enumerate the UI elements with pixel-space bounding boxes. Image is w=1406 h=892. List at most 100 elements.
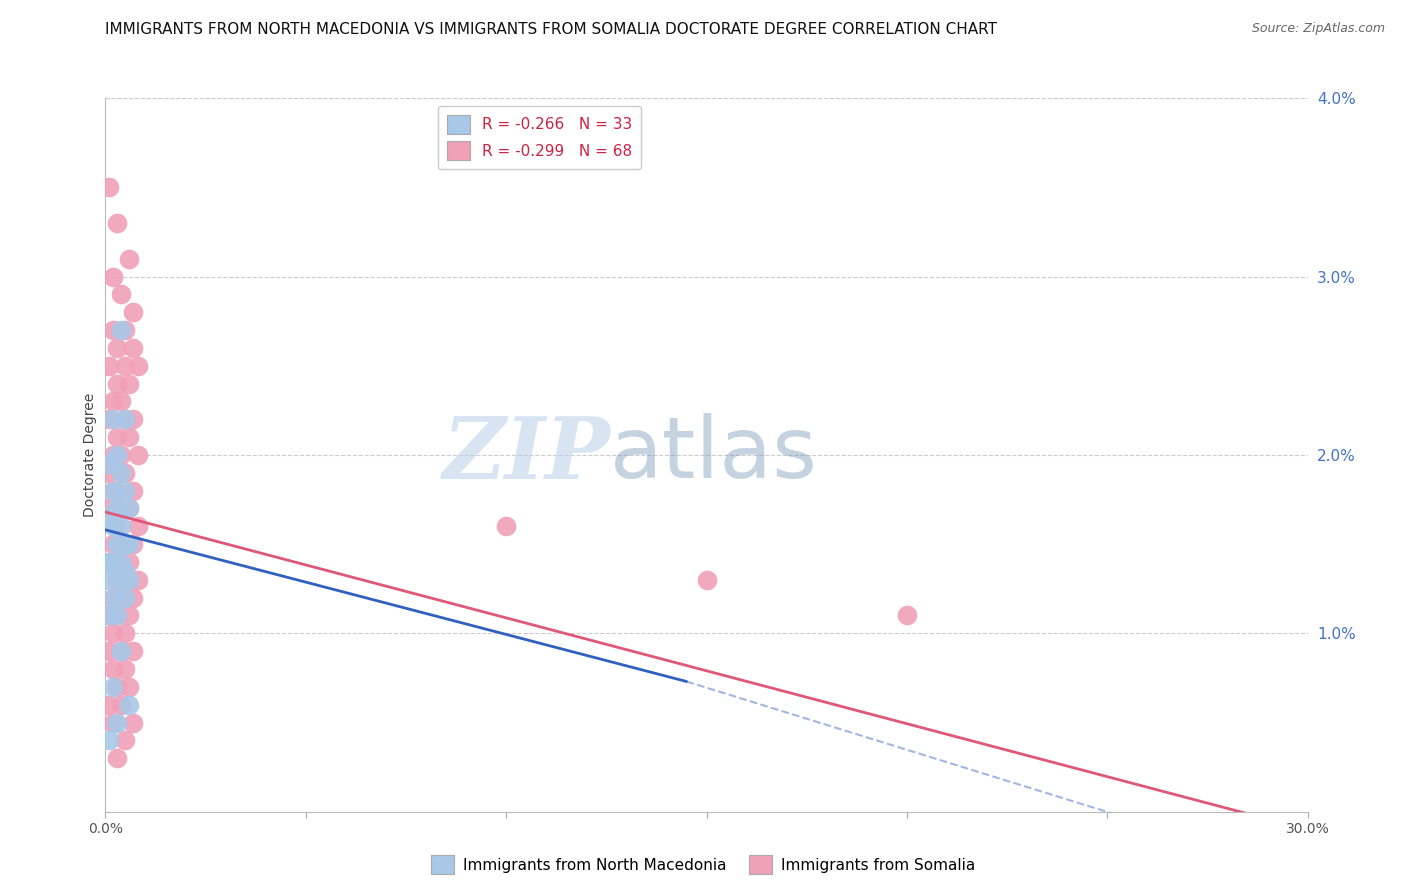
Point — [98, 555, 121, 569]
Point — [103, 591, 125, 605]
Point — [107, 564, 129, 578]
Point — [122, 537, 145, 551]
Point — [118, 555, 141, 569]
Point — [114, 564, 136, 578]
Point — [107, 216, 129, 230]
Point — [114, 412, 136, 426]
Point — [103, 448, 125, 462]
Point — [98, 501, 121, 516]
Point — [110, 591, 132, 605]
Point — [98, 608, 121, 623]
Point — [110, 287, 132, 301]
Point — [98, 359, 121, 373]
Point — [103, 412, 125, 426]
Point — [122, 715, 145, 730]
Point — [98, 573, 121, 587]
Point — [114, 323, 136, 337]
Point — [107, 483, 129, 498]
Point — [127, 448, 149, 462]
Point — [103, 323, 125, 337]
Point — [110, 394, 132, 409]
Point — [110, 448, 132, 462]
Point — [110, 519, 132, 533]
Point — [107, 430, 129, 444]
Point — [114, 662, 136, 676]
Point — [98, 412, 121, 426]
Point — [107, 751, 129, 765]
Point — [107, 341, 129, 355]
Point — [118, 698, 141, 712]
Point — [110, 644, 132, 658]
Point — [107, 680, 129, 694]
Point — [110, 698, 132, 712]
Text: atlas: atlas — [610, 413, 818, 497]
Point — [98, 457, 121, 471]
Legend: Immigrants from North Macedonia, Immigrants from Somalia: Immigrants from North Macedonia, Immigra… — [425, 849, 981, 880]
Y-axis label: Doctorate Degree: Doctorate Degree — [83, 392, 97, 517]
Point — [107, 537, 129, 551]
Point — [114, 483, 136, 498]
Point — [114, 537, 136, 551]
Point — [98, 608, 121, 623]
Point — [495, 519, 517, 533]
Point — [114, 412, 136, 426]
Point — [103, 680, 125, 694]
Point — [118, 680, 141, 694]
Point — [110, 573, 132, 587]
Point — [110, 555, 132, 569]
Point — [114, 591, 136, 605]
Point — [107, 715, 129, 730]
Point — [107, 608, 129, 623]
Point — [122, 412, 145, 426]
Point — [103, 537, 125, 551]
Point — [103, 555, 125, 569]
Point — [122, 341, 145, 355]
Point — [127, 519, 149, 533]
Point — [103, 626, 125, 640]
Point — [110, 644, 132, 658]
Point — [118, 608, 141, 623]
Point — [118, 430, 141, 444]
Point — [103, 483, 125, 498]
Point — [110, 466, 132, 480]
Point — [118, 573, 141, 587]
Point — [107, 448, 129, 462]
Point — [98, 180, 121, 194]
Point — [103, 519, 125, 533]
Point — [122, 305, 145, 319]
Point — [114, 537, 136, 551]
Point — [118, 252, 141, 266]
Legend: R = -0.266   N = 33, R = -0.299   N = 68: R = -0.266 N = 33, R = -0.299 N = 68 — [437, 106, 641, 169]
Point — [127, 359, 149, 373]
Point — [110, 555, 132, 569]
Point — [114, 733, 136, 747]
Point — [896, 608, 918, 623]
Text: IMMIGRANTS FROM NORTH MACEDONIA VS IMMIGRANTS FROM SOMALIA DOCTORATE DEGREE CORR: IMMIGRANTS FROM NORTH MACEDONIA VS IMMIG… — [105, 22, 997, 37]
Point — [696, 573, 718, 587]
Point — [103, 715, 125, 730]
Point — [122, 644, 145, 658]
Point — [107, 376, 129, 391]
Point — [103, 483, 125, 498]
Point — [98, 644, 121, 658]
Point — [98, 698, 121, 712]
Point — [110, 323, 132, 337]
Point — [118, 537, 141, 551]
Point — [103, 662, 125, 676]
Point — [118, 376, 141, 391]
Point — [103, 591, 125, 605]
Point — [107, 519, 129, 533]
Point — [110, 501, 132, 516]
Point — [103, 269, 125, 284]
Point — [103, 394, 125, 409]
Point — [118, 501, 141, 516]
Point — [122, 483, 145, 498]
Point — [107, 501, 129, 516]
Point — [114, 626, 136, 640]
Point — [98, 510, 121, 524]
Point — [98, 555, 121, 569]
Point — [118, 501, 141, 516]
Point — [114, 573, 136, 587]
Point — [107, 573, 129, 587]
Point — [114, 466, 136, 480]
